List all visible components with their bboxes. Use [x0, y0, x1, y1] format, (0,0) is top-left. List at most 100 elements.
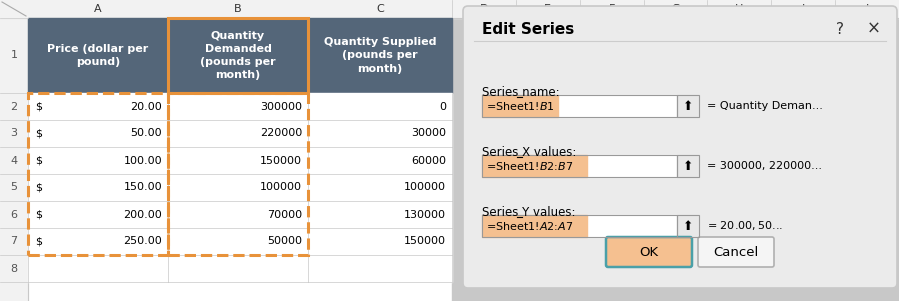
Bar	[0, 120, 28, 147]
Bar	[677, 215, 699, 237]
Bar	[168, 228, 308, 255]
Text: 50000: 50000	[267, 237, 302, 247]
Bar	[452, 0, 899, 301]
Text: Series Y values:: Series Y values:	[482, 206, 575, 219]
Bar	[677, 155, 699, 177]
Text: 150000: 150000	[404, 237, 446, 247]
Text: 130000: 130000	[404, 209, 446, 219]
Text: 300000: 300000	[260, 101, 302, 111]
Text: 0: 0	[439, 101, 446, 111]
Text: H: H	[735, 4, 743, 14]
Bar	[482, 155, 677, 177]
Bar	[0, 147, 28, 174]
Text: G: G	[672, 4, 680, 14]
Text: 60000: 60000	[411, 156, 446, 166]
Text: 4: 4	[11, 156, 18, 166]
Text: Price (dollar per
pound): Price (dollar per pound)	[48, 44, 148, 67]
Text: 100000: 100000	[404, 182, 446, 193]
Bar	[308, 201, 452, 228]
Bar	[28, 228, 168, 255]
Bar	[482, 215, 677, 237]
FancyBboxPatch shape	[698, 237, 774, 267]
Text: 1: 1	[11, 51, 17, 61]
Bar	[482, 95, 677, 117]
Bar	[28, 18, 168, 93]
FancyBboxPatch shape	[606, 237, 692, 267]
FancyBboxPatch shape	[463, 6, 897, 288]
Bar	[0, 93, 28, 120]
Bar	[168, 174, 308, 201]
Bar	[28, 174, 168, 201]
Bar	[482, 95, 677, 117]
Text: E: E	[544, 4, 551, 14]
Bar	[677, 95, 699, 117]
Text: 100.00: 100.00	[123, 156, 162, 166]
Bar	[482, 155, 677, 177]
Text: 150000: 150000	[260, 156, 302, 166]
Text: $: $	[35, 237, 42, 247]
Text: Quantity
Demanded
(pounds per
month): Quantity Demanded (pounds per month)	[200, 31, 276, 80]
Bar	[0, 201, 28, 228]
Text: 100000: 100000	[260, 182, 302, 193]
Text: = $20.00 ,  $50...: = $20.00 , $50...	[707, 219, 783, 232]
Bar	[482, 215, 677, 237]
Text: $: $	[35, 101, 42, 111]
Text: Series name:: Series name:	[482, 86, 559, 100]
Text: =Sheet1!$A$2:$A$7: =Sheet1!$A$2:$A$7	[486, 220, 574, 232]
Text: 150.00: 150.00	[123, 182, 162, 193]
Text: C: C	[376, 4, 384, 14]
Text: ⬆: ⬆	[682, 160, 693, 172]
Text: 220000: 220000	[260, 129, 302, 138]
Text: ×: ×	[867, 20, 881, 38]
Text: F: F	[609, 4, 615, 14]
Bar	[452, 0, 899, 18]
Text: ⬆: ⬆	[682, 100, 693, 113]
Text: 200.00: 200.00	[123, 209, 162, 219]
Bar	[308, 255, 452, 282]
Bar	[28, 201, 168, 228]
Bar	[308, 18, 452, 93]
Text: 30000: 30000	[411, 129, 446, 138]
Bar	[308, 228, 452, 255]
Bar	[168, 201, 308, 228]
Bar	[28, 93, 168, 255]
Bar	[28, 255, 168, 282]
Bar	[482, 215, 587, 237]
Text: 7: 7	[11, 237, 18, 247]
Text: 20.00: 20.00	[130, 101, 162, 111]
Text: Edit Series: Edit Series	[482, 21, 574, 36]
Text: OK: OK	[639, 246, 659, 259]
Text: =Sheet1!$B$1: =Sheet1!$B$1	[486, 100, 555, 112]
Text: ⬆: ⬆	[682, 219, 693, 232]
Bar	[0, 0, 28, 18]
Bar	[308, 120, 452, 147]
Text: Series X values:: Series X values:	[482, 147, 576, 160]
Text: 5: 5	[11, 182, 17, 193]
Text: A: A	[94, 4, 102, 14]
Bar	[308, 147, 452, 174]
Bar	[0, 255, 28, 282]
Text: $: $	[35, 209, 42, 219]
Bar	[168, 255, 308, 282]
Text: $: $	[35, 129, 42, 138]
Text: Quantity Supplied
(pounds per
month): Quantity Supplied (pounds per month)	[324, 37, 436, 74]
Text: 2: 2	[11, 101, 18, 111]
Bar	[28, 120, 168, 147]
Text: ?: ?	[836, 21, 844, 36]
Bar	[0, 18, 28, 301]
Text: Cancel: Cancel	[714, 246, 759, 259]
Bar	[677, 215, 699, 237]
Text: 6: 6	[11, 209, 17, 219]
Text: J: J	[866, 4, 868, 14]
Text: 250.00: 250.00	[123, 237, 162, 247]
Text: 3: 3	[11, 129, 17, 138]
Bar	[168, 93, 308, 120]
Text: I: I	[802, 4, 805, 14]
Text: 8: 8	[11, 263, 18, 274]
Bar	[482, 155, 587, 177]
Bar	[0, 174, 28, 201]
Bar	[168, 18, 308, 93]
Bar	[28, 147, 168, 174]
Text: = Quantity Deman...: = Quantity Deman...	[707, 101, 823, 111]
Bar	[0, 228, 28, 255]
